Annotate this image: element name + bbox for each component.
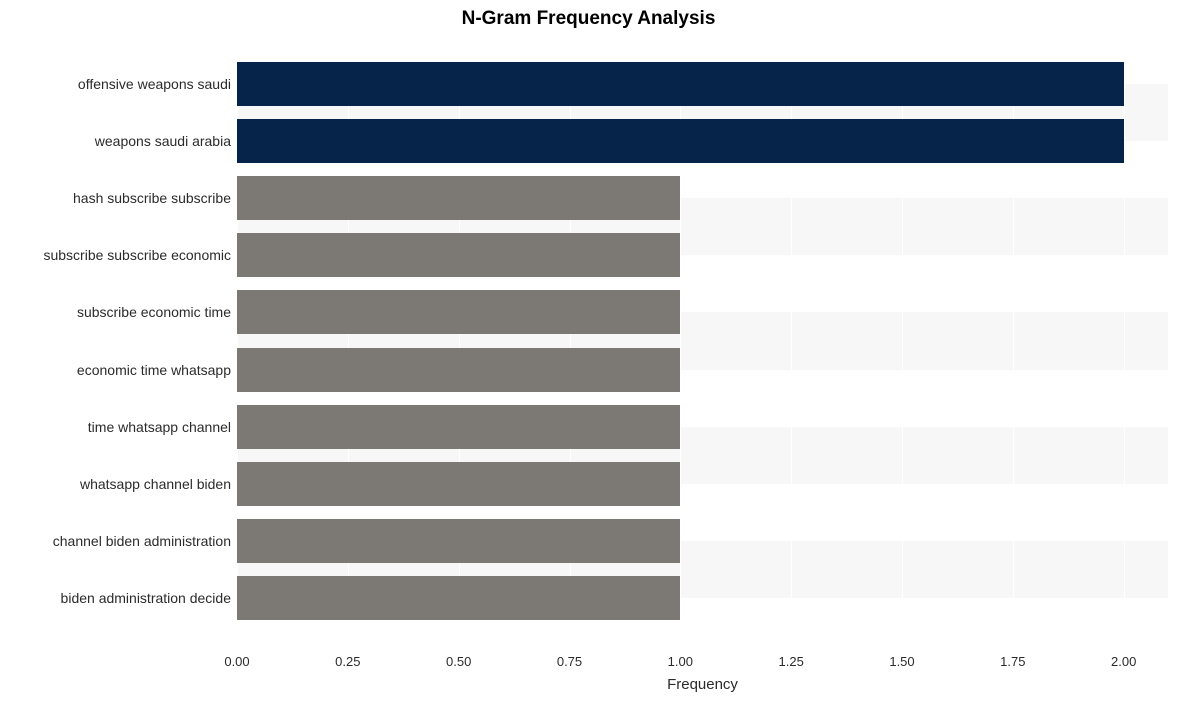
y-tick-label: biden administration decide	[61, 590, 231, 606]
bar	[237, 119, 1124, 163]
y-tick-label: time whatsapp channel	[88, 419, 231, 435]
x-tick-label: 0.25	[335, 654, 360, 669]
ngram-frequency-chart: N-Gram Frequency Analysis Frequency offe…	[0, 0, 1177, 701]
bar	[237, 62, 1124, 106]
plot-area	[237, 36, 1168, 646]
y-tick-label: weapons saudi arabia	[95, 133, 231, 149]
bar	[237, 176, 680, 220]
x-axis-label: Frequency	[237, 676, 1168, 693]
chart-title: N-Gram Frequency Analysis	[0, 8, 1177, 30]
bar	[237, 233, 680, 277]
y-tick-label: channel biden administration	[53, 533, 231, 549]
bar	[237, 576, 680, 620]
x-tick-label: 0.50	[446, 654, 471, 669]
bar	[237, 290, 680, 334]
x-tick-label: 1.50	[889, 654, 914, 669]
x-tick-label: 0.00	[224, 654, 249, 669]
y-tick-label: subscribe subscribe economic	[43, 247, 231, 263]
x-tick-label: 1.75	[1000, 654, 1025, 669]
bar	[237, 405, 680, 449]
x-tick-label: 1.25	[779, 654, 804, 669]
bar	[237, 519, 680, 563]
x-tick-label: 2.00	[1111, 654, 1136, 669]
y-tick-label: subscribe economic time	[77, 304, 231, 320]
bar	[237, 348, 680, 392]
y-tick-label: hash subscribe subscribe	[73, 190, 231, 206]
grid-line	[1124, 36, 1125, 646]
bar	[237, 462, 680, 506]
y-tick-label: economic time whatsapp	[77, 362, 231, 378]
y-tick-label: offensive weapons saudi	[78, 76, 231, 92]
y-tick-label: whatsapp channel biden	[80, 476, 231, 492]
x-tick-label: 1.00	[668, 654, 693, 669]
x-tick-label: 0.75	[557, 654, 582, 669]
